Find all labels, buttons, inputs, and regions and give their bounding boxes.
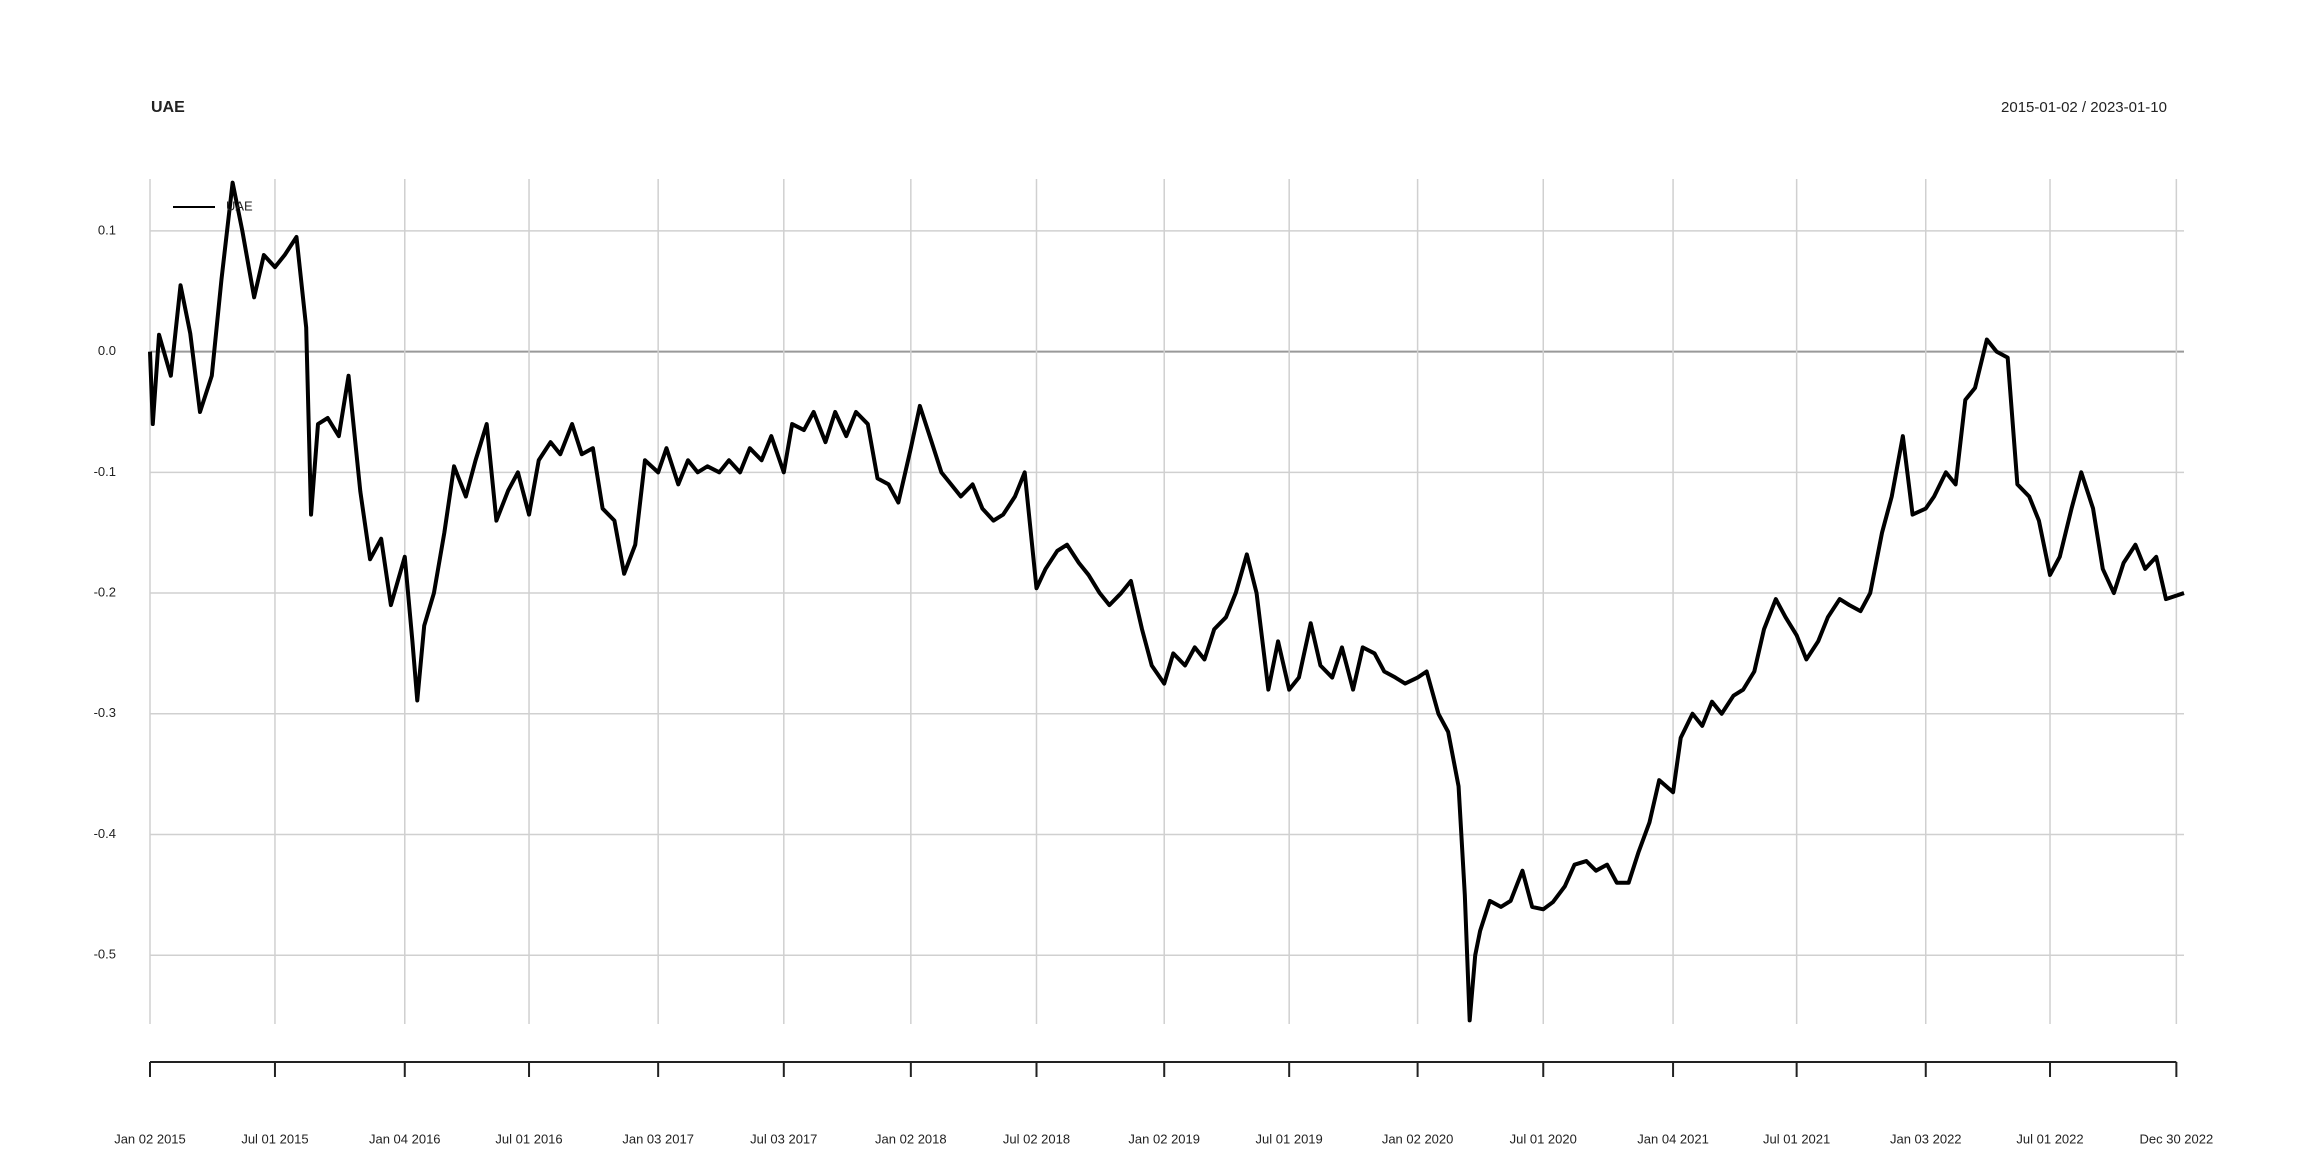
y-tick-label: -0.1 <box>94 464 116 479</box>
x-tick-label: Jan 02 2020 <box>1382 1131 1454 1146</box>
x-tick-label: Jan 02 2019 <box>1128 1131 1200 1146</box>
x-tick-label: Dec 30 2022 <box>2139 1131 2213 1146</box>
x-tick-label: Jul 03 2017 <box>750 1131 817 1146</box>
x-tick-label: Jul 01 2021 <box>1763 1131 1830 1146</box>
x-tick-label: Jul 02 2018 <box>1003 1131 1070 1146</box>
y-tick-label: -0.2 <box>94 584 116 599</box>
chart-title: UAE <box>151 99 185 116</box>
x-tick-label: Jul 01 2022 <box>2016 1131 2083 1146</box>
x-tick-label: Jan 02 2015 <box>114 1131 186 1146</box>
x-tick-label: Jul 01 2020 <box>1510 1131 1577 1146</box>
x-tick-label: Jul 01 2015 <box>241 1131 308 1146</box>
y-tick-label: -0.4 <box>94 826 116 841</box>
x-tick-label: Jan 03 2017 <box>622 1131 694 1146</box>
x-tick-label: Jul 01 2019 <box>1256 1131 1323 1146</box>
legend-label: UAE <box>226 198 253 213</box>
y-tick-label: -0.3 <box>94 705 116 720</box>
x-tick-label: Jan 04 2021 <box>1637 1131 1709 1146</box>
x-tick-label: Jan 03 2022 <box>1890 1131 1962 1146</box>
x-tick-label: Jul 01 2016 <box>495 1131 562 1146</box>
y-tick-label: -0.5 <box>94 947 116 962</box>
x-tick-label: Jan 04 2016 <box>369 1131 441 1146</box>
x-tick-label: Jan 02 2018 <box>875 1131 947 1146</box>
data-line <box>148 180 2185 1023</box>
y-tick-label: 0.1 <box>98 222 116 237</box>
date-range: 2015-01-02 / 2023-01-10 <box>2001 99 2167 116</box>
y-tick-label: 0.0 <box>98 343 116 358</box>
